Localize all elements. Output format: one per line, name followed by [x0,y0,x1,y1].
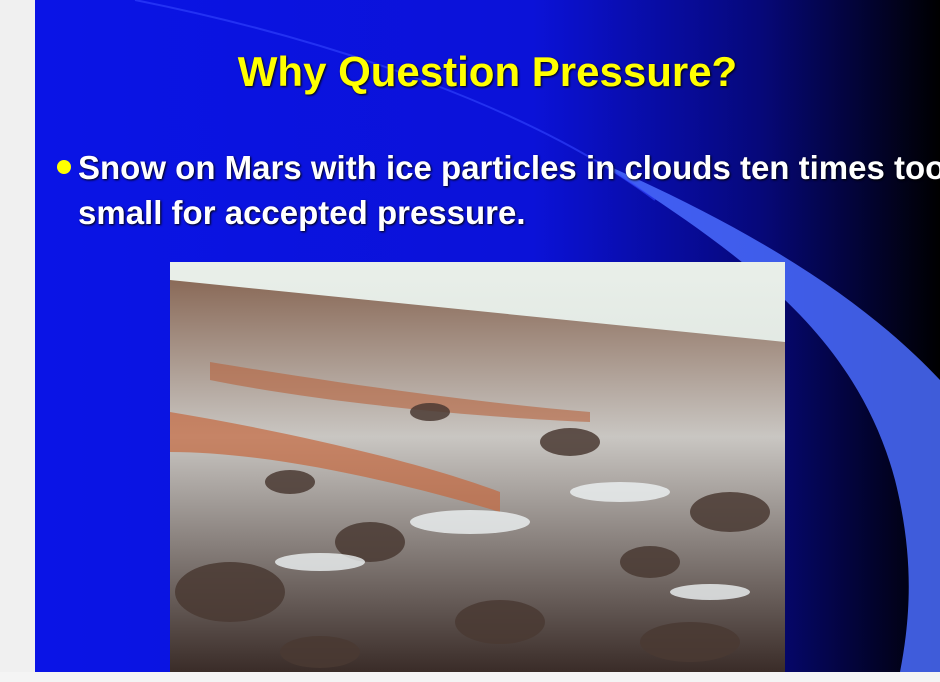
slide: Why Question Pressure? Snow on Mars with… [35,0,940,672]
bullet-text: Snow on Mars with ice particles in cloud… [78,145,940,235]
bullet-dot [57,160,71,174]
slide-title: Why Question Pressure? [35,48,940,96]
page: {"slide": {"title": "Why Question Pressu… [0,0,940,682]
bottom-strip [0,672,940,682]
mars-photo [170,262,785,672]
